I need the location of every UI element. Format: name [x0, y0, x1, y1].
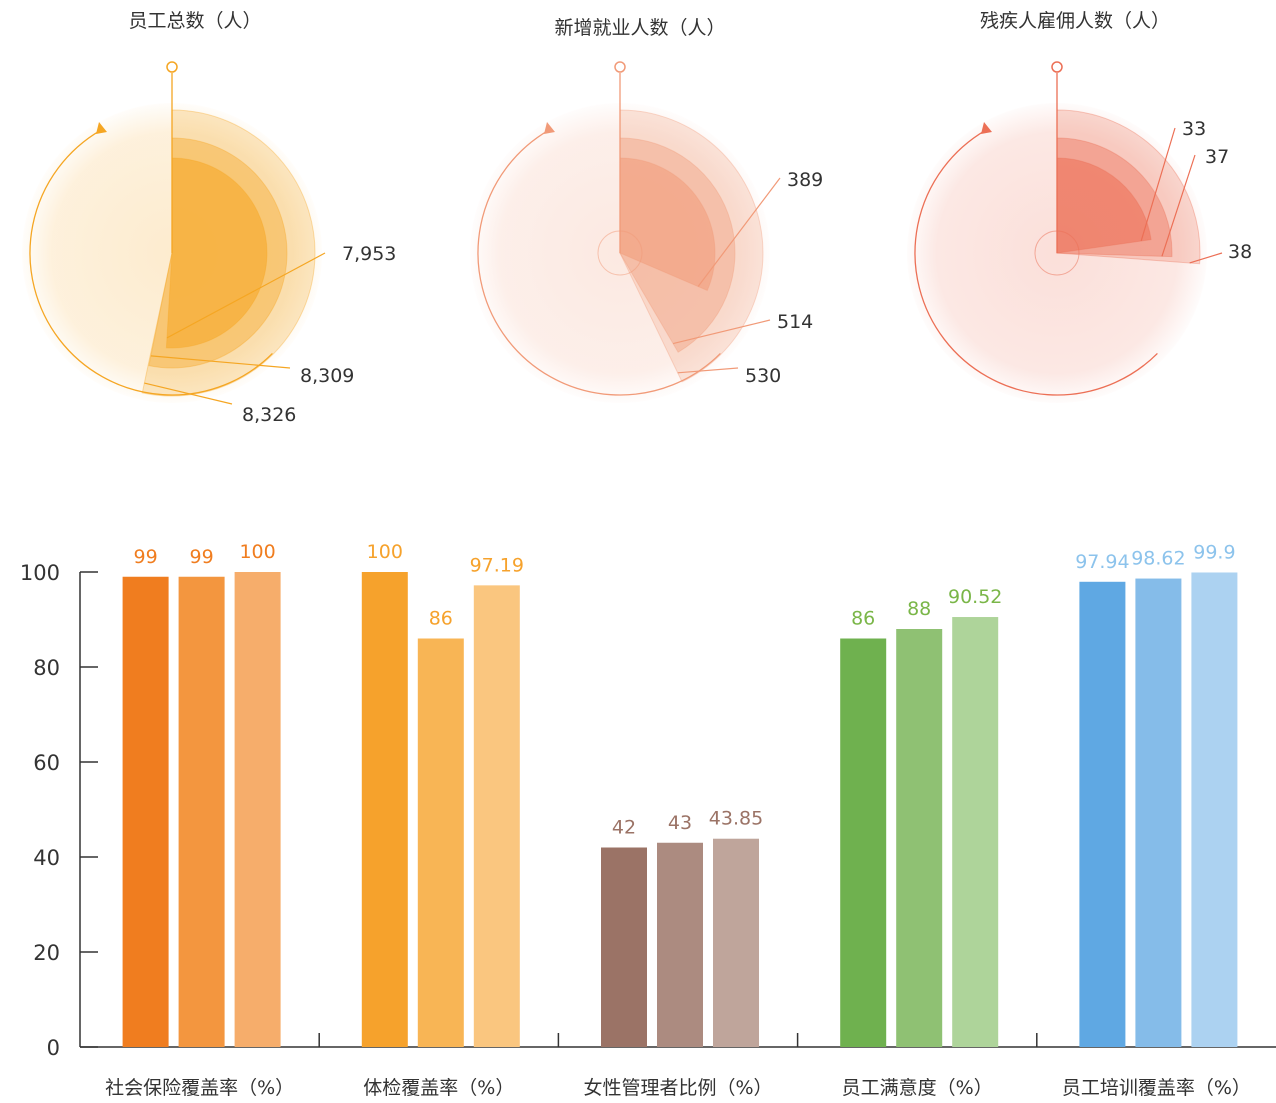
bar [601, 847, 647, 1047]
radial-leader-line [150, 355, 291, 369]
radial-axis-marker [614, 61, 626, 73]
radial-chart-3: 残疾人雇佣人数（人） 33 37 38 [907, 10, 1252, 403]
bar-value-label: 43 [668, 812, 692, 834]
radial-arrow-icon [96, 122, 107, 135]
radial-guide-arc [914, 129, 1158, 396]
radial-wedge-1 [619, 157, 716, 292]
radial-value-label: 530 [745, 365, 781, 387]
bar-value-label: 100 [367, 541, 403, 563]
radial-arrow-icon [981, 122, 992, 135]
y-tick-label: 80 [33, 656, 60, 680]
bar-value-label: 99.9 [1193, 541, 1235, 563]
radial-value-label: 8,326 [242, 404, 296, 426]
radial-leader-line [1140, 127, 1176, 242]
bar [840, 638, 887, 1047]
bar-group-1: 99 99 100 社会保险覆盖率（%） [105, 541, 294, 1099]
category-label: 社会保险覆盖率（%） [105, 1077, 294, 1099]
bar-group-5: 97.94 98.62 99.9 员工培训覆盖率（%） [1036, 541, 1251, 1099]
radial-value-label: 37 [1205, 146, 1229, 168]
bar-value-label: 90.52 [948, 586, 1002, 608]
bar [234, 572, 281, 1047]
radial-value-label: 38 [1228, 241, 1252, 263]
radial-value-label: 33 [1182, 118, 1206, 140]
radial-wedge-1 [165, 157, 268, 349]
bar [473, 585, 520, 1047]
radial-title: 残疾人雇佣人数（人） [980, 10, 1170, 32]
bar-value-label: 97.19 [470, 554, 524, 576]
y-tick-label: 20 [33, 941, 60, 965]
radial-value-label: 389 [787, 169, 823, 191]
bar-group-3: 42 43 43.85 女性管理者比例（%） [557, 808, 773, 1099]
bar-value-label: 99 [134, 546, 158, 568]
y-tick-label: 60 [33, 751, 60, 775]
bar [952, 617, 999, 1047]
radial-leader-line [672, 319, 771, 345]
radial-leader-line [677, 367, 739, 374]
category-label: 员工满意度（%） [842, 1077, 993, 1099]
radial-chart-2: 新增就业人数（人） 389 514 530 [470, 17, 823, 403]
radial-leader-line [1161, 154, 1196, 257]
bar [1191, 572, 1238, 1047]
bar-chart: 0 20 40 60 80 100 99 99 100 社会保险覆盖率（%） 100 86 97.19 体… [20, 541, 1276, 1099]
bar-value-label: 98.62 [1131, 548, 1185, 570]
bar [896, 629, 943, 1047]
radial-axis-marker [166, 61, 178, 73]
bar [1079, 581, 1126, 1047]
radial-axis-marker [1051, 61, 1063, 73]
y-tick-label: 0 [47, 1036, 60, 1060]
radial-guide-arc [477, 129, 721, 396]
radial-value-label: 7,953 [342, 243, 396, 265]
bar-value-label: 42 [612, 817, 636, 839]
bar [417, 638, 464, 1047]
bar [122, 576, 169, 1047]
bar-value-label: 97.94 [1075, 551, 1129, 573]
radial-center-ring [1034, 230, 1080, 276]
bar-value-label: 86 [429, 608, 453, 630]
y-tick-label: 40 [33, 846, 60, 870]
radial-value-label: 514 [777, 311, 813, 333]
radial-arrow-icon [544, 122, 555, 135]
bar-value-label: 43.85 [709, 808, 763, 830]
bar [1135, 578, 1182, 1047]
radial-leader-line [166, 252, 326, 339]
radial-center-ring [597, 230, 643, 276]
radial-leader-line [1189, 252, 1223, 264]
bar [178, 576, 225, 1047]
bar-value-label: 100 [239, 541, 275, 563]
bar [361, 572, 408, 1047]
category-label: 员工培训覆盖率（%） [1062, 1077, 1251, 1099]
radial-title: 新增就业人数（人） [554, 17, 725, 39]
bar-value-label: 88 [907, 598, 931, 620]
bar-value-label: 86 [851, 608, 875, 630]
category-label: 女性管理者比例（%） [583, 1077, 772, 1099]
category-label: 体检覆盖率（%） [363, 1077, 514, 1099]
bar-value-label: 99 [190, 546, 214, 568]
radial-leader-line [697, 177, 781, 287]
y-tick-label: 100 [20, 561, 60, 585]
radial-guide-arc [29, 129, 273, 396]
radial-title: 员工总数（人） [128, 10, 261, 32]
radial-leader-line [144, 382, 233, 405]
radial-wedge-1 [1056, 157, 1152, 254]
bar [713, 838, 759, 1047]
bar-group-4: 86 88 90.52 员工满意度（%） [796, 586, 1002, 1099]
bar-group-2: 100 86 97.19 体检覆盖率（%） [318, 541, 524, 1099]
bar [657, 842, 703, 1047]
radial-value-label: 8,309 [300, 365, 354, 387]
